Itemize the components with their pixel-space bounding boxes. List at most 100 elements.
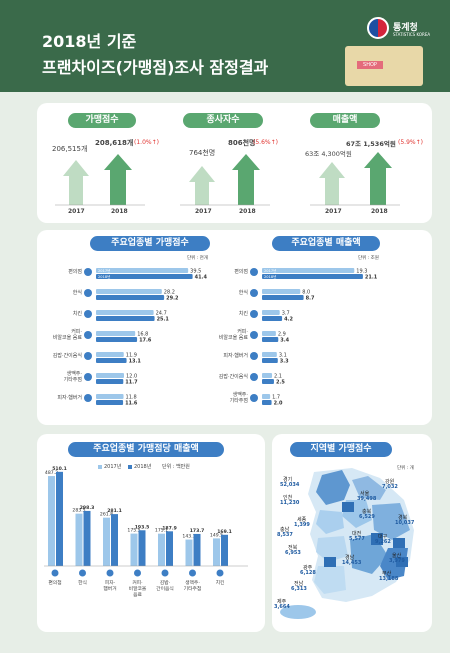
sales-value-label: 2.9 <box>278 332 286 338</box>
sales-category-label: 김밥·간이음식 <box>219 373 248 380</box>
stores-value-label: 16.8 <box>137 332 148 338</box>
region-name: 경북 <box>398 515 408 521</box>
stores-bar-2018 <box>96 400 124 405</box>
sales-change: (5.9%↑) <box>398 139 423 146</box>
per-store-category-label: 생맥주· <box>185 579 200 586</box>
per-store-category-icon <box>51 569 59 577</box>
sales-category-label: 커피· <box>237 328 248 335</box>
legend-2018-label: 2018년 <box>134 464 152 470</box>
region-value: 6,313 <box>291 586 307 592</box>
per-store-value-label: 173.7 <box>190 528 205 534</box>
unit-stores: 단위 : 천개 <box>187 256 208 261</box>
summary-title-sales: 매출액 <box>310 113 380 128</box>
stores-bar-2018 <box>96 295 165 300</box>
region-name: 강원 <box>385 479 395 485</box>
per-store-bar-2017 <box>213 538 220 566</box>
sales-value-label: 8.7 <box>306 296 315 302</box>
sales-category-icon <box>250 310 258 318</box>
region-value: 52,034 <box>280 482 300 488</box>
region-value: 6,128 <box>300 570 316 576</box>
per-store-bar-2017 <box>75 513 83 566</box>
chart-title-per-store-sales: 주요업종별 가맹점당 매출액 <box>68 442 224 457</box>
region-value: 14,453 <box>342 560 362 566</box>
workers-2017-value: 764천명 <box>189 149 216 157</box>
workers-year-2018: 2018 <box>239 208 256 215</box>
per-store-category-icon <box>79 569 86 577</box>
per-store-bar-2018 <box>138 530 146 566</box>
per-store-category-label: 음료 <box>133 592 142 598</box>
stores-value-label: 11.9 <box>126 353 137 359</box>
per-store-value-label: 175.1 <box>155 528 168 534</box>
arrow-workers-2017 <box>189 166 215 205</box>
stores-change: (1.0%↑) <box>134 139 159 146</box>
legend-2018-swatch <box>128 465 132 469</box>
per-store-value-label: 510.1 <box>52 466 67 472</box>
sales-category-icon <box>250 289 258 297</box>
region-name: 광주 <box>303 565 313 571</box>
arrow-stores-2018 <box>104 154 132 205</box>
sales-category-label: 생맥주· <box>233 391 249 398</box>
per-store-category-label: 한식 <box>78 579 87 586</box>
chart-title-stores-by-industry: 주요업종별 가맹점수 <box>90 236 210 251</box>
sales-value-label: 4.2 <box>284 317 293 323</box>
arrow-workers-2018 <box>232 154 260 205</box>
per-store-bar-2018 <box>221 534 228 566</box>
stores-bar-2018 <box>96 316 155 321</box>
per-store-value-label: 175.5 <box>127 528 140 534</box>
per-store-category-label: 비알코올 <box>129 585 147 592</box>
sales-category-icon <box>250 373 258 381</box>
arrow-stores-2017 <box>63 160 89 205</box>
sales-value-label: 3.4 <box>280 338 289 344</box>
per-store-bar-2017 <box>158 533 165 566</box>
stores-category-icon <box>84 268 92 276</box>
region-value: 13,188 <box>379 576 399 582</box>
stores-value-label: 25.1 <box>157 317 170 323</box>
per-store-bar-2018 <box>83 510 91 566</box>
per-store-value-label: 169.1 <box>217 529 232 535</box>
sales-category-icon <box>250 394 258 402</box>
sales-category-label: 피자·햄버거 <box>223 352 248 359</box>
stores-category-label: 생맥주· <box>67 370 83 377</box>
region-name: 경기 <box>283 477 293 483</box>
stores-category-label: 김밥·간이음식 <box>53 352 82 359</box>
stores-value-label: 29.2 <box>166 296 179 302</box>
stores-value-label: 11.6 <box>125 401 138 407</box>
page-title: 프랜차이즈(가맹점)조사 잠정결과 <box>42 58 269 77</box>
per-store-bar-2017 <box>185 539 193 566</box>
stores-bar-2017 <box>96 310 154 315</box>
stores-value-label: 41.4 <box>195 275 208 281</box>
sales-series-label: 2018년 <box>264 274 276 279</box>
sales-bar-2018 <box>262 358 278 363</box>
stores-bar-2017 <box>96 268 189 273</box>
stores-bar-2017 <box>96 331 136 336</box>
sales-bar-2017 <box>262 331 276 336</box>
summary-title-workers: 종사자수 <box>183 113 263 128</box>
stores-value-label: 11.8 <box>126 395 137 401</box>
sales-value-label: 19.3 <box>356 269 367 275</box>
per-store-category-label: 김밥· <box>160 579 170 586</box>
stores-bar-2017 <box>96 373 124 378</box>
per-store-category-icon <box>134 569 141 577</box>
sales-category-label: 한식 <box>239 289 248 296</box>
per-store-value-label: 187.9 <box>162 525 177 531</box>
arrow-sales-2018 <box>364 152 392 205</box>
sales-value-label: 2.1 <box>274 374 282 380</box>
region-value: 9,262 <box>375 539 391 545</box>
sales-series-label: 2017년 <box>264 268 276 273</box>
per-store-category-label: 치킨 <box>216 579 225 586</box>
per-store-bar-2018 <box>111 514 118 566</box>
industry-panel <box>37 230 432 425</box>
per-store-category-label: 커피· <box>132 579 142 586</box>
summary-title-stores: 가맹점수 <box>68 113 136 128</box>
stores-category-icon <box>84 331 92 339</box>
legend-2017-swatch <box>98 465 102 469</box>
stores-category-label: 한식 <box>73 289 82 296</box>
stores-category-icon <box>84 394 92 402</box>
legend-2017-label: 2017년 <box>104 464 122 470</box>
stores-bar-2018 <box>96 337 138 342</box>
sales-bar-2017 <box>262 352 277 357</box>
region-name: 전북 <box>288 545 298 551</box>
region-value: 10,037 <box>395 520 415 526</box>
workers-change: (5.6%↑) <box>253 139 278 146</box>
